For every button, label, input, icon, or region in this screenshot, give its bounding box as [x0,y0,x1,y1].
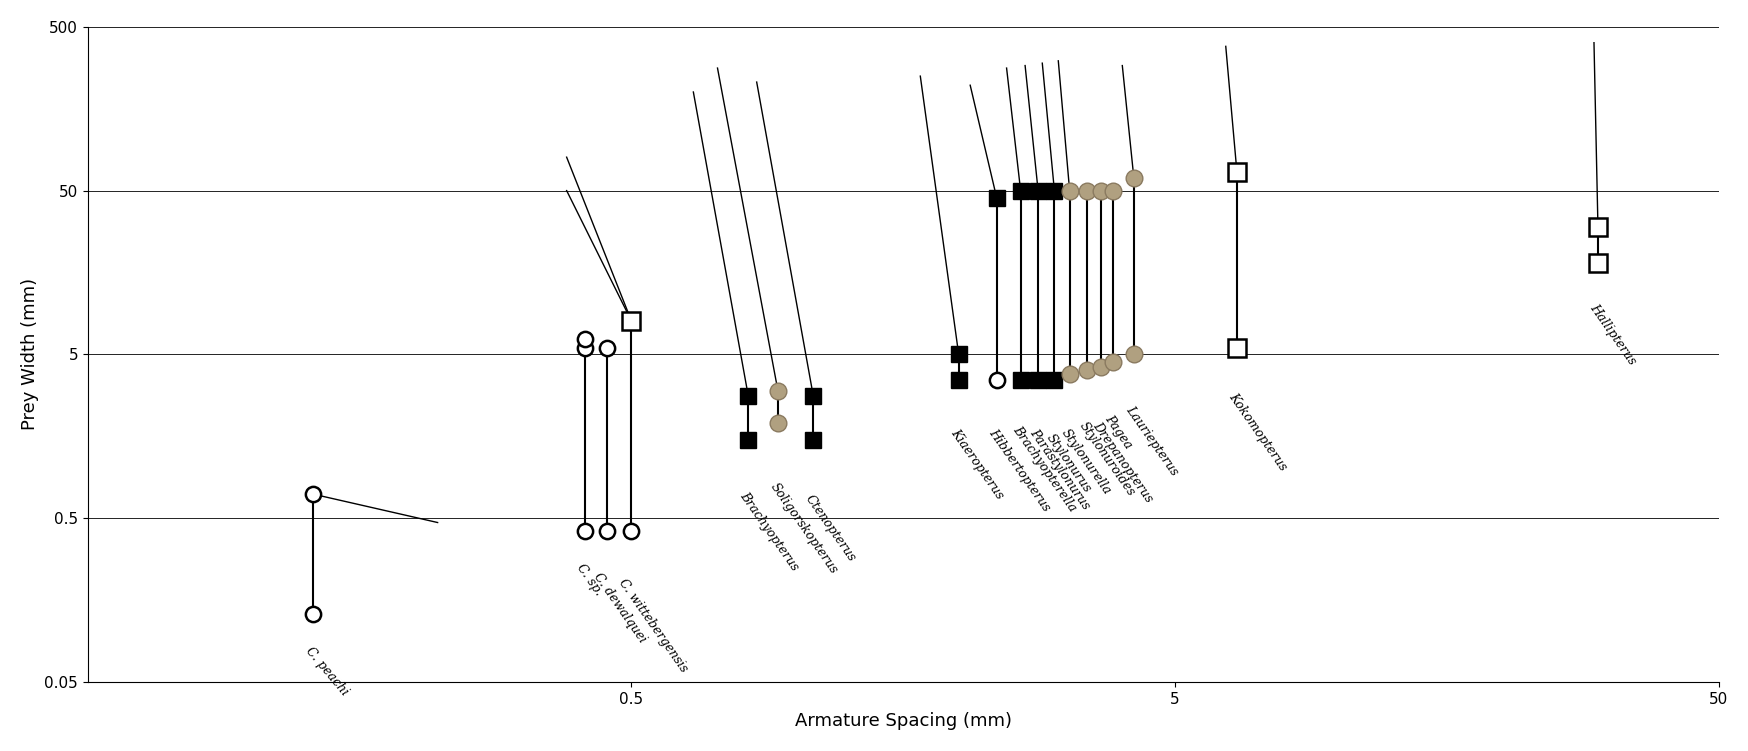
Text: Stylonuroides: Stylonuroides [1077,420,1136,499]
Text: C. wittebergensis: C. wittebergensis [615,577,690,674]
Text: Ctenopterus: Ctenopterus [802,492,858,564]
Text: Hibbertopterus: Hibbertopterus [986,427,1052,514]
Text: Kokomopterus: Kokomopterus [1225,391,1288,473]
Y-axis label: Prey Width (mm): Prey Width (mm) [21,279,38,430]
Text: C. peachi: C. peachi [304,644,351,698]
Text: C. sp.: C. sp. [573,562,605,599]
X-axis label: Armature Spacing (mm): Armature Spacing (mm) [794,712,1010,730]
Text: Hallipterus: Hallipterus [1587,302,1638,367]
Text: Kiaeropterus: Kiaeropterus [947,427,1005,502]
Text: Soligorskopterus: Soligorskopterus [767,481,839,576]
Text: Brachyopterus: Brachyopterus [738,490,801,573]
Text: Lauriepterus: Lauriepterus [1122,403,1180,478]
Text: Drepanopterus: Drepanopterus [1089,420,1155,505]
Text: Stylonurella: Stylonurella [1058,427,1113,498]
Text: Pagea: Pagea [1101,413,1134,451]
Text: Parastylonurus: Parastylonurus [1026,427,1092,512]
Text: C. dewalquei: C. dewalquei [591,570,649,645]
Text: Brachyopterella: Brachyopterella [1009,423,1079,514]
Text: Stylonurus: Stylonurus [1044,431,1092,495]
